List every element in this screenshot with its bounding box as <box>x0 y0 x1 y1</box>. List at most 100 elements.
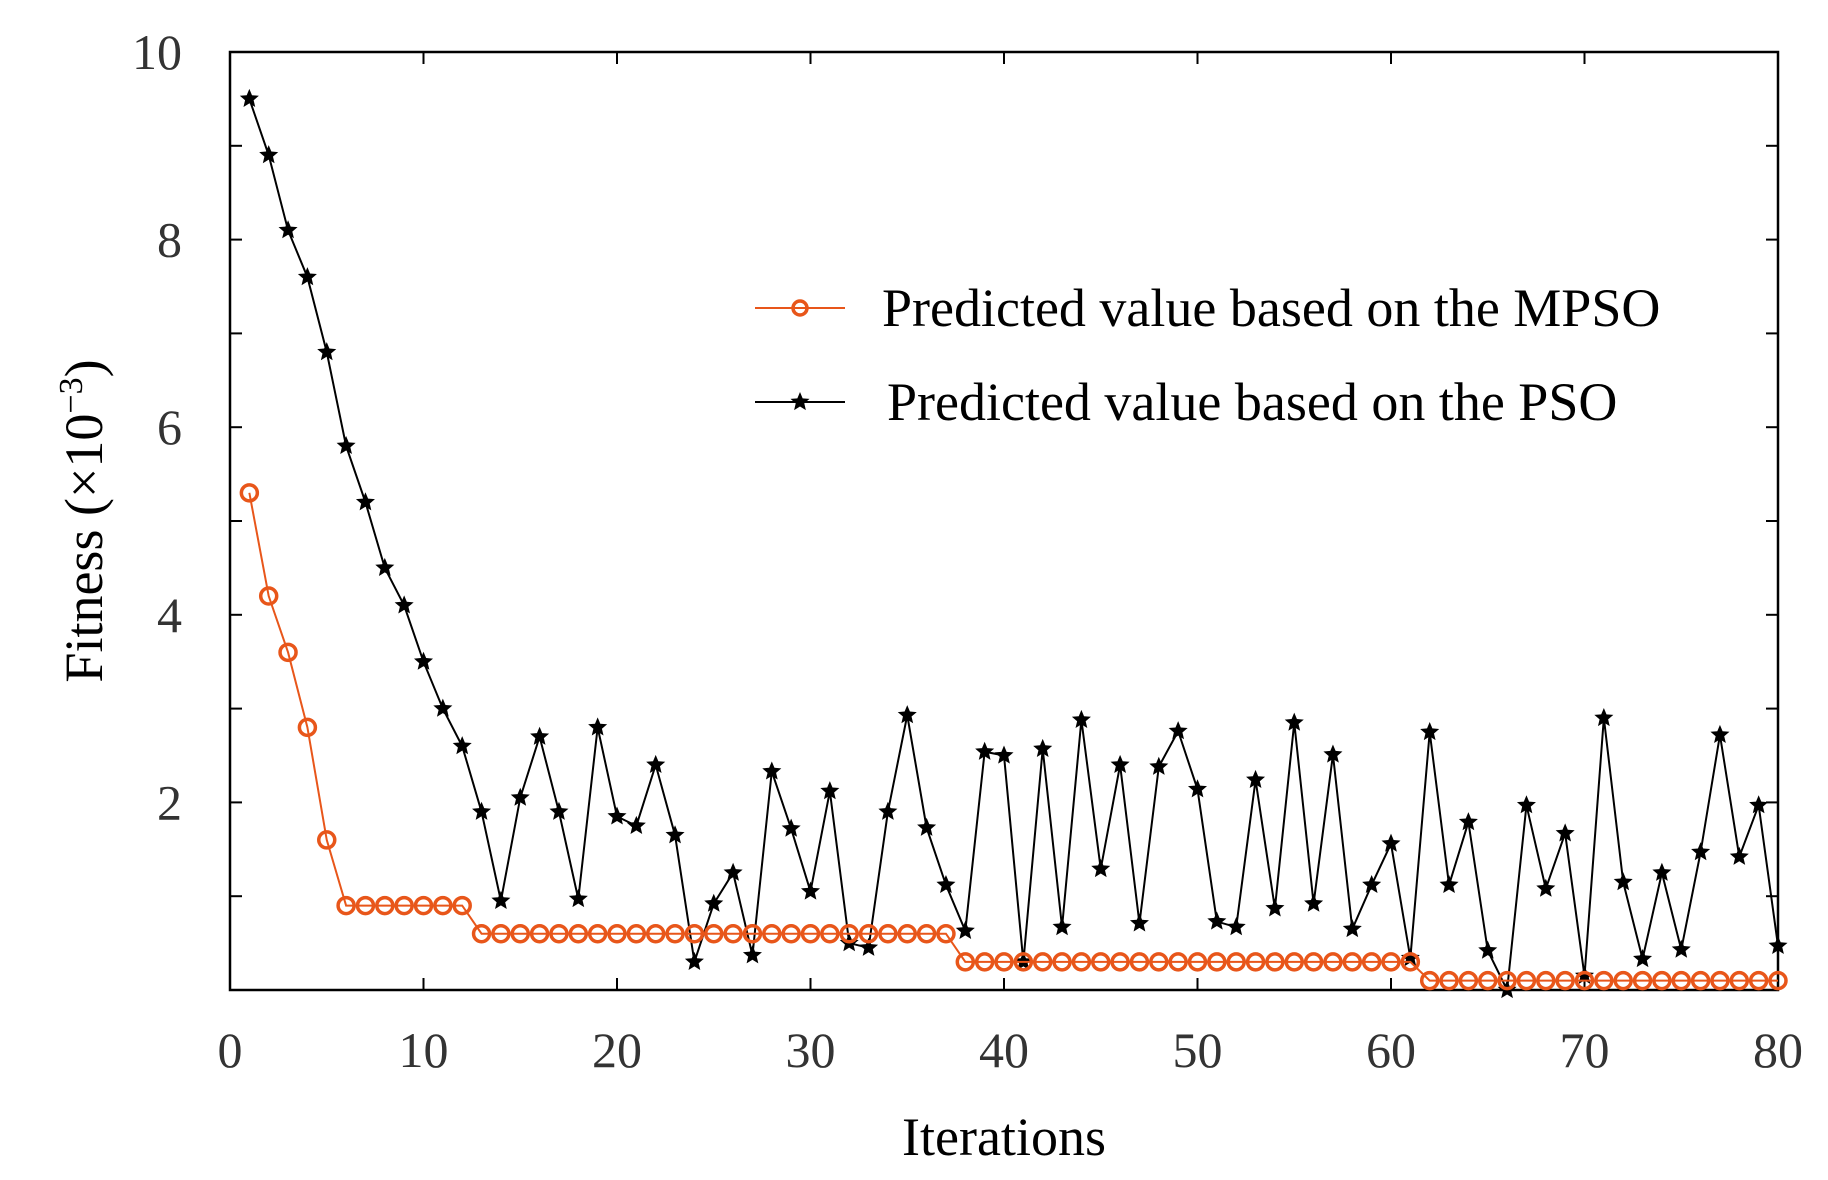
data-point <box>1594 707 1614 727</box>
y-tick-label: 4 <box>157 587 182 643</box>
data-point <box>394 895 414 916</box>
data-point <box>878 801 898 820</box>
y-axis-title-main: Fitness <box>54 530 114 683</box>
data-point <box>1691 842 1711 861</box>
data-point <box>258 586 279 606</box>
data-point <box>607 923 627 944</box>
data-point <box>1129 952 1150 972</box>
data-point <box>626 923 647 944</box>
data-point <box>472 801 492 820</box>
data-point <box>994 745 1014 764</box>
data-point <box>1168 721 1188 740</box>
data-point <box>955 920 975 939</box>
data-point <box>858 923 879 944</box>
data-point <box>278 642 298 663</box>
data-point <box>433 895 453 916</box>
data-point <box>1439 970 1459 991</box>
data-point <box>452 736 472 755</box>
data-point <box>1013 952 1034 972</box>
data-point <box>1207 952 1227 972</box>
data-point <box>471 923 492 944</box>
x-tick-labels: 0 10 20 30 40 50 60 70 80 <box>218 1022 1804 1078</box>
series-mpso <box>239 483 1788 991</box>
data-point <box>1516 795 1536 814</box>
data-point <box>723 923 743 944</box>
data-point <box>297 717 318 738</box>
data-point <box>1555 970 1575 991</box>
data-point <box>1129 913 1149 932</box>
data-point <box>917 817 937 836</box>
data-point <box>1187 952 1208 972</box>
data-point <box>1071 709 1091 728</box>
data-point <box>859 937 879 956</box>
data-point <box>1497 970 1517 991</box>
x-tick-label: 80 <box>1753 1022 1803 1078</box>
data-point <box>646 754 666 773</box>
data-point <box>1265 952 1285 972</box>
data-point <box>1207 911 1227 930</box>
data-point <box>1303 952 1324 972</box>
data-point <box>530 726 550 745</box>
data-point <box>665 825 685 844</box>
series-line <box>248 492 1778 982</box>
y-tick-label: 2 <box>157 774 182 830</box>
x-axis-title: Iterations <box>902 1107 1106 1167</box>
data-point <box>433 698 453 717</box>
data-point <box>355 895 376 916</box>
data-point <box>762 923 782 944</box>
data-point <box>529 923 550 944</box>
data-point <box>1323 952 1343 972</box>
data-point <box>1710 970 1730 991</box>
data-point <box>820 923 840 944</box>
data-point <box>820 781 840 800</box>
data-point <box>1574 970 1595 991</box>
data-point <box>955 952 976 972</box>
x-tick-label: 60 <box>1366 1022 1416 1078</box>
data-point <box>1149 952 1169 972</box>
data-point <box>645 923 666 944</box>
data-point <box>413 651 434 670</box>
data-point <box>1768 935 1788 954</box>
series-pso <box>239 88 1788 999</box>
series-layer <box>239 88 1788 999</box>
data-point <box>1304 893 1324 912</box>
x-tick-label: 30 <box>786 1022 836 1078</box>
y-axis-title: Fitness (×10−3) <box>53 359 114 682</box>
data-point <box>1632 970 1653 991</box>
data-point <box>375 895 395 916</box>
data-point <box>510 923 530 944</box>
x-tick-label: 70 <box>1560 1022 1610 1078</box>
data-point <box>1246 769 1266 788</box>
data-point <box>1091 859 1111 878</box>
data-point <box>1071 952 1092 972</box>
data-point <box>742 923 763 944</box>
data-point <box>1226 917 1246 936</box>
data-point <box>568 923 589 944</box>
data-point <box>1245 952 1266 972</box>
data-point <box>1361 952 1382 972</box>
data-point <box>239 483 260 503</box>
data-point <box>916 923 937 944</box>
data-point <box>278 220 298 239</box>
data-point <box>317 830 337 850</box>
x-tick-label: 50 <box>1173 1022 1223 1078</box>
data-point <box>897 705 917 724</box>
data-point <box>549 801 569 820</box>
data-point <box>413 895 434 916</box>
data-point <box>1284 952 1304 972</box>
data-point <box>936 923 956 944</box>
data-point <box>239 88 259 107</box>
data-point <box>936 874 956 894</box>
x-tick-label: 40 <box>979 1022 1029 1078</box>
data-point <box>1574 965 1595 985</box>
data-point <box>1652 862 1672 881</box>
data-point <box>568 889 588 908</box>
y-axis-title-unit-close: ) <box>54 359 114 377</box>
data-point <box>684 951 704 970</box>
data-point <box>1749 795 1769 814</box>
legend-label-pso: Predicted value based on the PSO <box>887 372 1617 432</box>
data-point <box>1671 939 1691 958</box>
data-point <box>317 342 337 361</box>
data-point <box>1458 812 1478 831</box>
data-point <box>394 595 414 614</box>
